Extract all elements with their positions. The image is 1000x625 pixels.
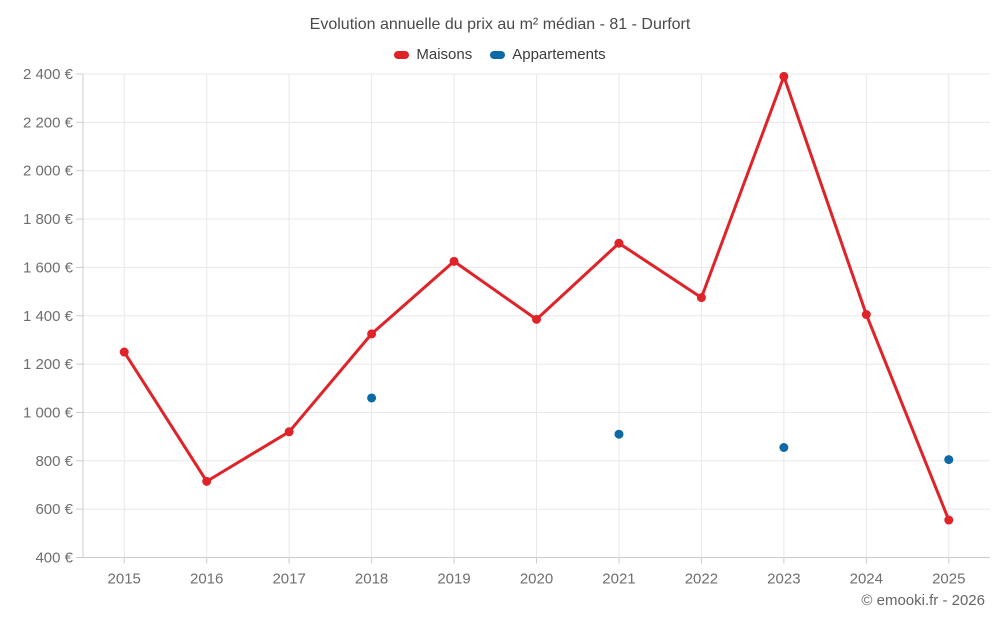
- svg-text:2023: 2023: [767, 571, 800, 588]
- maisons-point-2019[interactable]: [449, 256, 459, 266]
- appartements-point-2023[interactable]: [779, 443, 789, 453]
- svg-text:2018: 2018: [355, 571, 388, 588]
- svg-text:400 €: 400 €: [35, 550, 73, 567]
- maisons-point-2016[interactable]: [202, 476, 212, 486]
- series-maisons[interactable]: [119, 71, 954, 525]
- svg-text:1 200 €: 1 200 €: [23, 356, 74, 373]
- svg-text:2 000 €: 2 000 €: [23, 163, 74, 180]
- svg-text:1 600 €: 1 600 €: [23, 259, 74, 276]
- axis-lines-and-ticks: [76, 73, 950, 564]
- chart-title: Evolution annuelle du prix au m² médian …: [309, 16, 691, 33]
- maisons-point-2025[interactable]: [944, 515, 954, 525]
- legend-label-maisons: Maisons: [416, 46, 473, 63]
- appartements-point-2025[interactable]: [944, 455, 954, 465]
- svg-text:800 €: 800 €: [35, 453, 73, 470]
- svg-text:2021: 2021: [602, 571, 635, 588]
- legend-item-maisons[interactable]: Maisons: [394, 46, 472, 63]
- maisons-point-2017[interactable]: [284, 427, 294, 437]
- maisons-point-2018[interactable]: [367, 329, 377, 339]
- maisons-point-2015[interactable]: [119, 347, 129, 357]
- legend-label-appartements: Appartements: [512, 46, 606, 63]
- legend-item-appartements[interactable]: Appartements: [490, 46, 606, 63]
- svg-text:2 400 €: 2 400 €: [23, 66, 74, 83]
- svg-text:2020: 2020: [520, 571, 553, 588]
- maisons-point-2021[interactable]: [614, 238, 624, 248]
- svg-text:2019: 2019: [437, 571, 470, 588]
- svg-text:2 200 €: 2 200 €: [23, 114, 74, 131]
- svg-text:1 000 €: 1 000 €: [23, 404, 74, 421]
- appartements-point-2018[interactable]: [367, 393, 377, 403]
- maisons-point-2023[interactable]: [779, 71, 789, 81]
- appartements-series-swatch-icon: [490, 50, 506, 59]
- appartements-point-2021[interactable]: [614, 429, 624, 439]
- svg-text:2017: 2017: [272, 571, 305, 588]
- svg-text:1 400 €: 1 400 €: [23, 308, 74, 325]
- copyright-text: © emooki.fr - 2026: [861, 592, 985, 609]
- svg-text:1 800 €: 1 800 €: [23, 211, 74, 228]
- maisons-series-swatch-icon: [394, 50, 410, 59]
- series-appartements[interactable]: [367, 393, 954, 465]
- svg-text:600 €: 600 €: [35, 501, 73, 518]
- y-axis-labels: 400 € 600 € 800 € 1 000 € 1 200 € 1 400 € 1 60…: [23, 66, 74, 567]
- chart-legend: Maisons Appartements: [0, 46, 1000, 63]
- svg-text:2024: 2024: [850, 571, 883, 588]
- maisons-point-2020[interactable]: [532, 314, 541, 324]
- svg-text:2015: 2015: [108, 571, 141, 588]
- svg-text:2022: 2022: [685, 571, 718, 588]
- svg-text:2016: 2016: [190, 571, 223, 588]
- maisons-point-2024[interactable]: [861, 310, 871, 320]
- svg-text:2025: 2025: [932, 571, 965, 588]
- maisons-point-2022[interactable]: [696, 293, 706, 303]
- x-axis-labels: 2015 2016 2017 2018 2019 2020 2021 2022 2023 2024…: [108, 571, 966, 588]
